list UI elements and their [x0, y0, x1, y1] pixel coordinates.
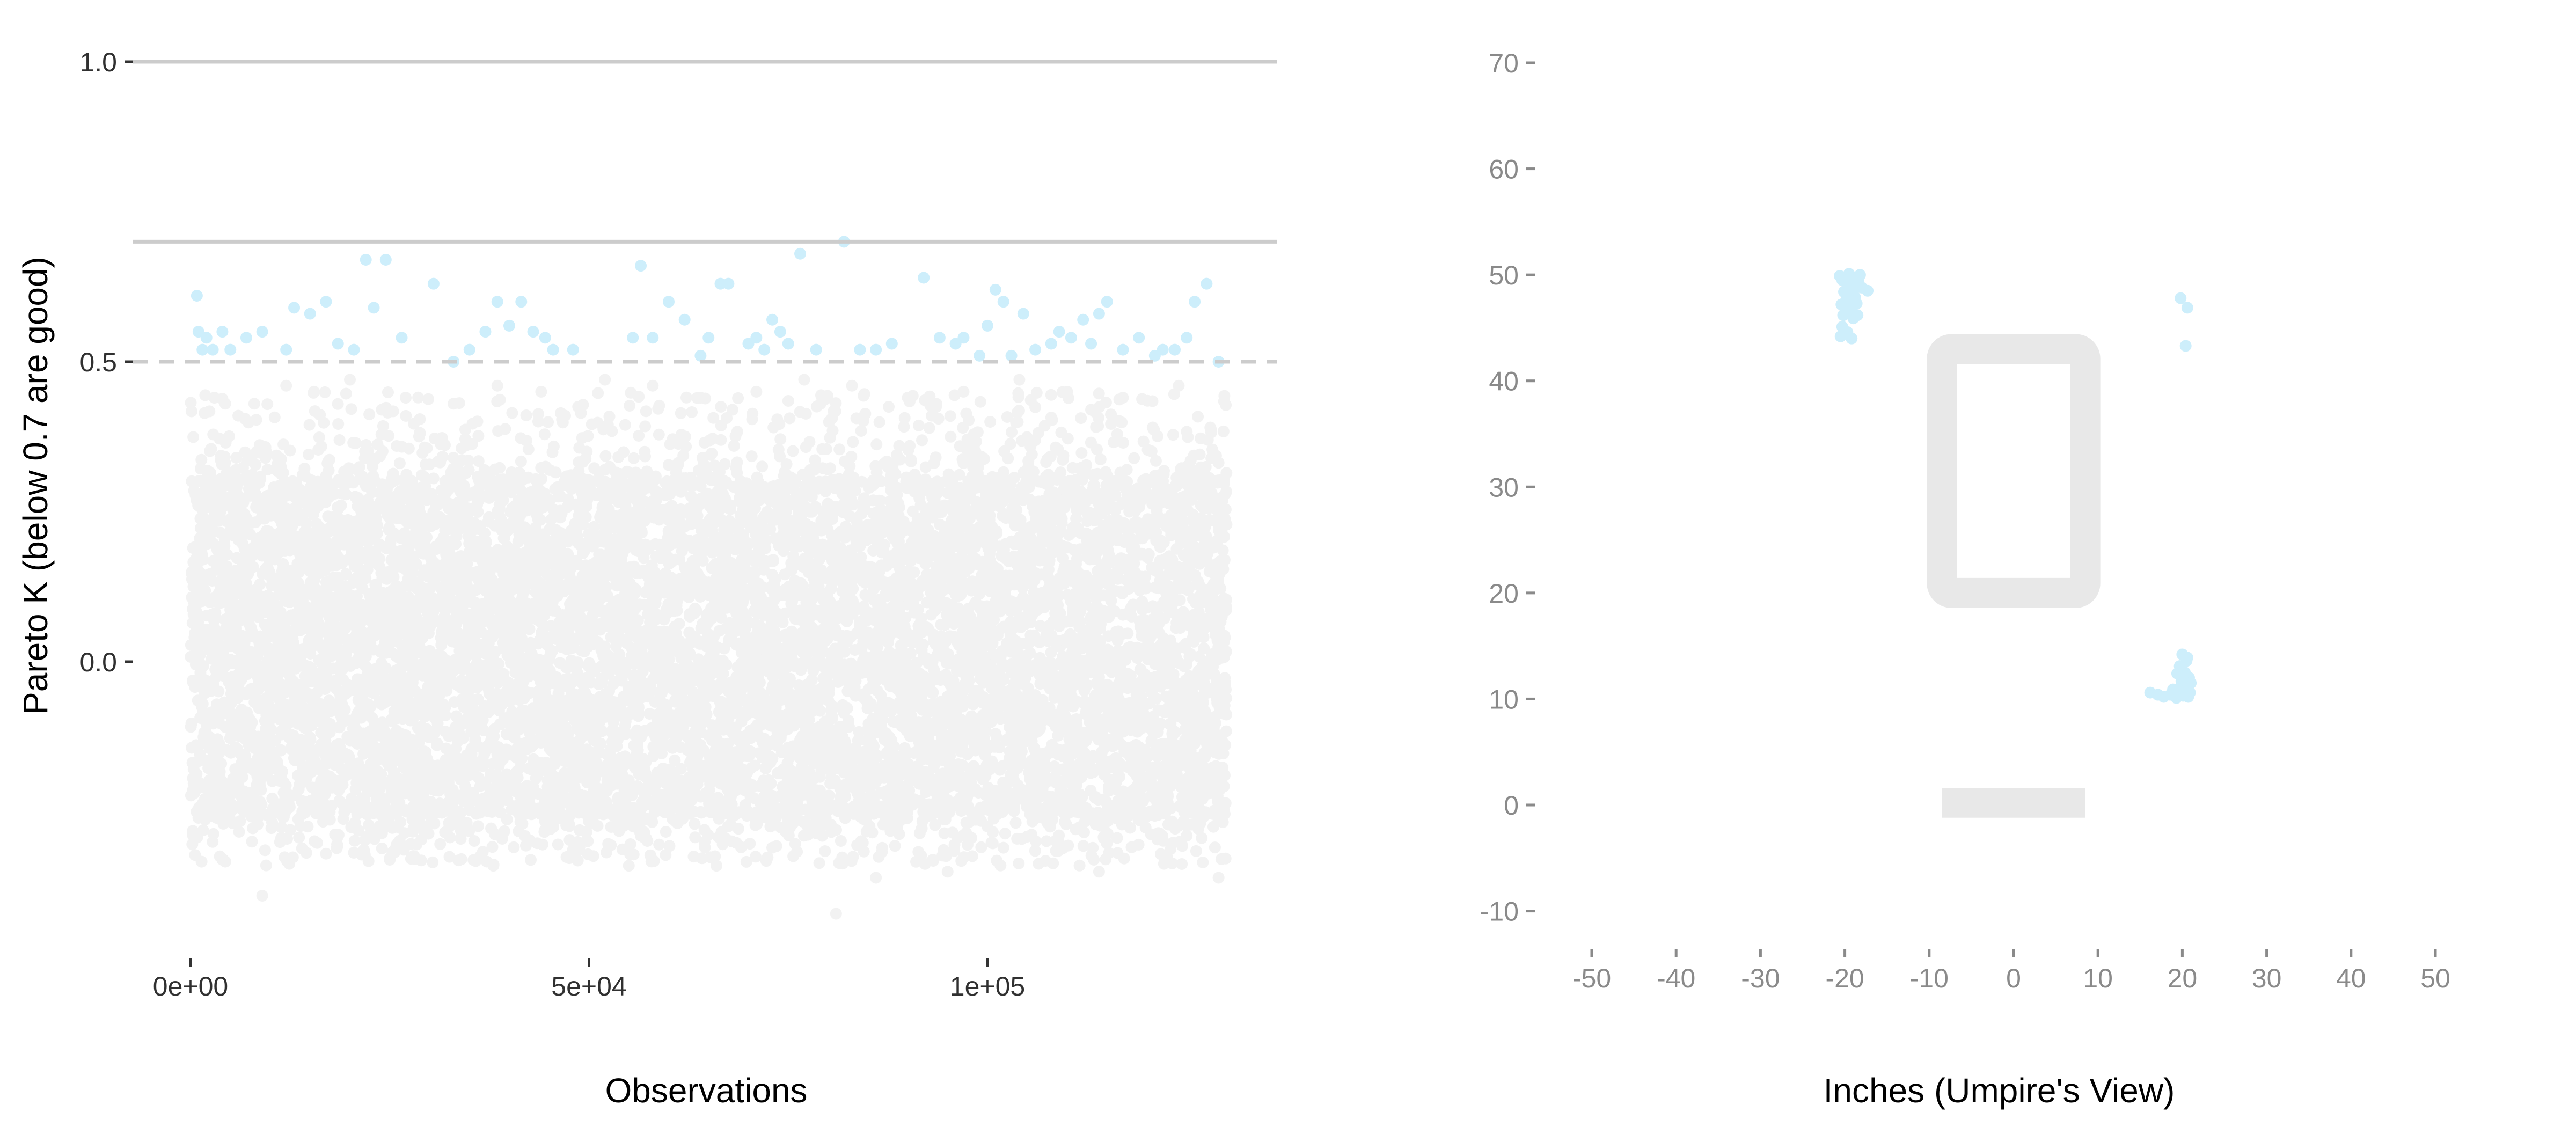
data-point [1080, 570, 1092, 582]
data-point [1034, 620, 1046, 632]
data-point [906, 505, 919, 517]
data-point [185, 721, 197, 733]
data-point [545, 514, 557, 526]
pareto-k-panel: 0.00.51.0 0e+00 5e+04 1e+05 Observations P… [16, 47, 1277, 1110]
data-point [1218, 554, 1231, 566]
data-point [361, 494, 374, 506]
data-point [724, 503, 736, 515]
data-point [921, 568, 933, 580]
data-point [439, 726, 451, 737]
data-point [225, 697, 237, 709]
data-point [871, 641, 883, 654]
data-point [1167, 606, 1180, 619]
data-point [870, 749, 883, 762]
data-point [806, 674, 818, 686]
data-point [866, 737, 879, 750]
data-point [990, 731, 1002, 743]
low-k-bulk [185, 386, 1233, 872]
data-point [934, 518, 946, 531]
data-point [804, 645, 816, 657]
data-point [853, 726, 865, 738]
pareto-k-points [185, 236, 1233, 920]
data-point [231, 552, 243, 564]
